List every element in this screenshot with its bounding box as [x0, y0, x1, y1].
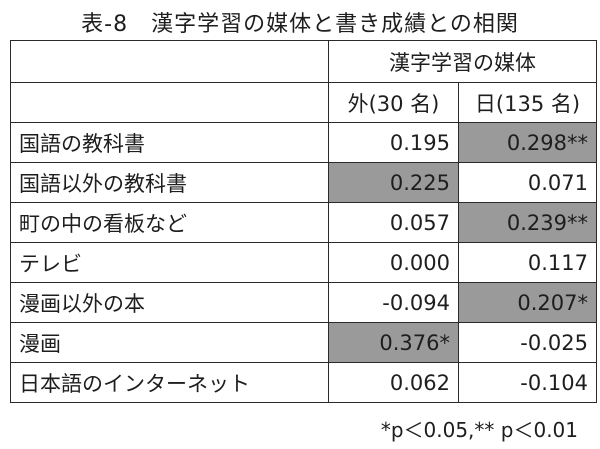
value-cell-japanese: 0.298** [458, 122, 597, 163]
value-cell-japanese: 0.117 [458, 242, 597, 283]
corner-cell [10, 40, 329, 83]
value-cell-japanese: 0.239** [458, 202, 597, 243]
correlation-table: 漢字学習の媒体 外(30 名) 日(135 名) 国語の教科書 0.195 0.29… [10, 40, 597, 403]
row-label: 国語の教科書 [10, 122, 329, 163]
value-cell-foreign: 0.000 [328, 242, 459, 283]
value-cell-japanese: 0.207* [458, 282, 597, 323]
row-label: 日本語のインターネット [10, 362, 329, 403]
row-label: テレビ [10, 242, 329, 283]
value-cell-foreign: 0.057 [328, 202, 459, 243]
value-cell-japanese: 0.071 [458, 162, 597, 203]
table-row: 日本語のインターネット 0.062 -0.104 [10, 362, 597, 403]
corner-cell [10, 82, 329, 123]
row-label: 漫画以外の本 [10, 282, 329, 323]
table-row: 国語の教科書 0.195 0.298** [10, 122, 597, 163]
table-row: 国語以外の教科書 0.225 0.071 [10, 162, 597, 203]
table-title: 表-8 漢字学習の媒体と書き成績との相関 [81, 12, 519, 37]
table-row: 町の中の看板など 0.057 0.239** [10, 202, 597, 243]
significance-note: *p＜0.05,** p＜0.01 [380, 418, 578, 442]
value-cell-foreign: 0.062 [328, 362, 459, 403]
value-cell-foreign: 0.376* [328, 322, 459, 363]
column-header: 日(135 名) [458, 82, 597, 123]
value-cell-foreign: -0.094 [328, 282, 459, 323]
table-row: 漫画以外の本 -0.094 0.207* [10, 282, 597, 323]
value-cell-japanese: -0.104 [458, 362, 597, 403]
row-label: 漫画 [10, 322, 329, 363]
value-cell-foreign: 0.225 [328, 162, 459, 203]
table-row: テレビ 0.000 0.117 [10, 242, 597, 283]
header-row-group: 漢字学習の媒体 [10, 40, 597, 83]
table-row: 漫画 0.376* -0.025 [10, 322, 597, 363]
group-header: 漢字学習の媒体 [328, 40, 597, 83]
row-label: 国語以外の教科書 [10, 162, 329, 203]
value-cell-foreign: 0.195 [328, 122, 459, 163]
value-cell-japanese: -0.025 [458, 322, 597, 363]
header-row-columns: 外(30 名) 日(135 名) [10, 82, 597, 123]
row-label: 町の中の看板など [10, 202, 329, 243]
column-header: 外(30 名) [328, 82, 459, 123]
